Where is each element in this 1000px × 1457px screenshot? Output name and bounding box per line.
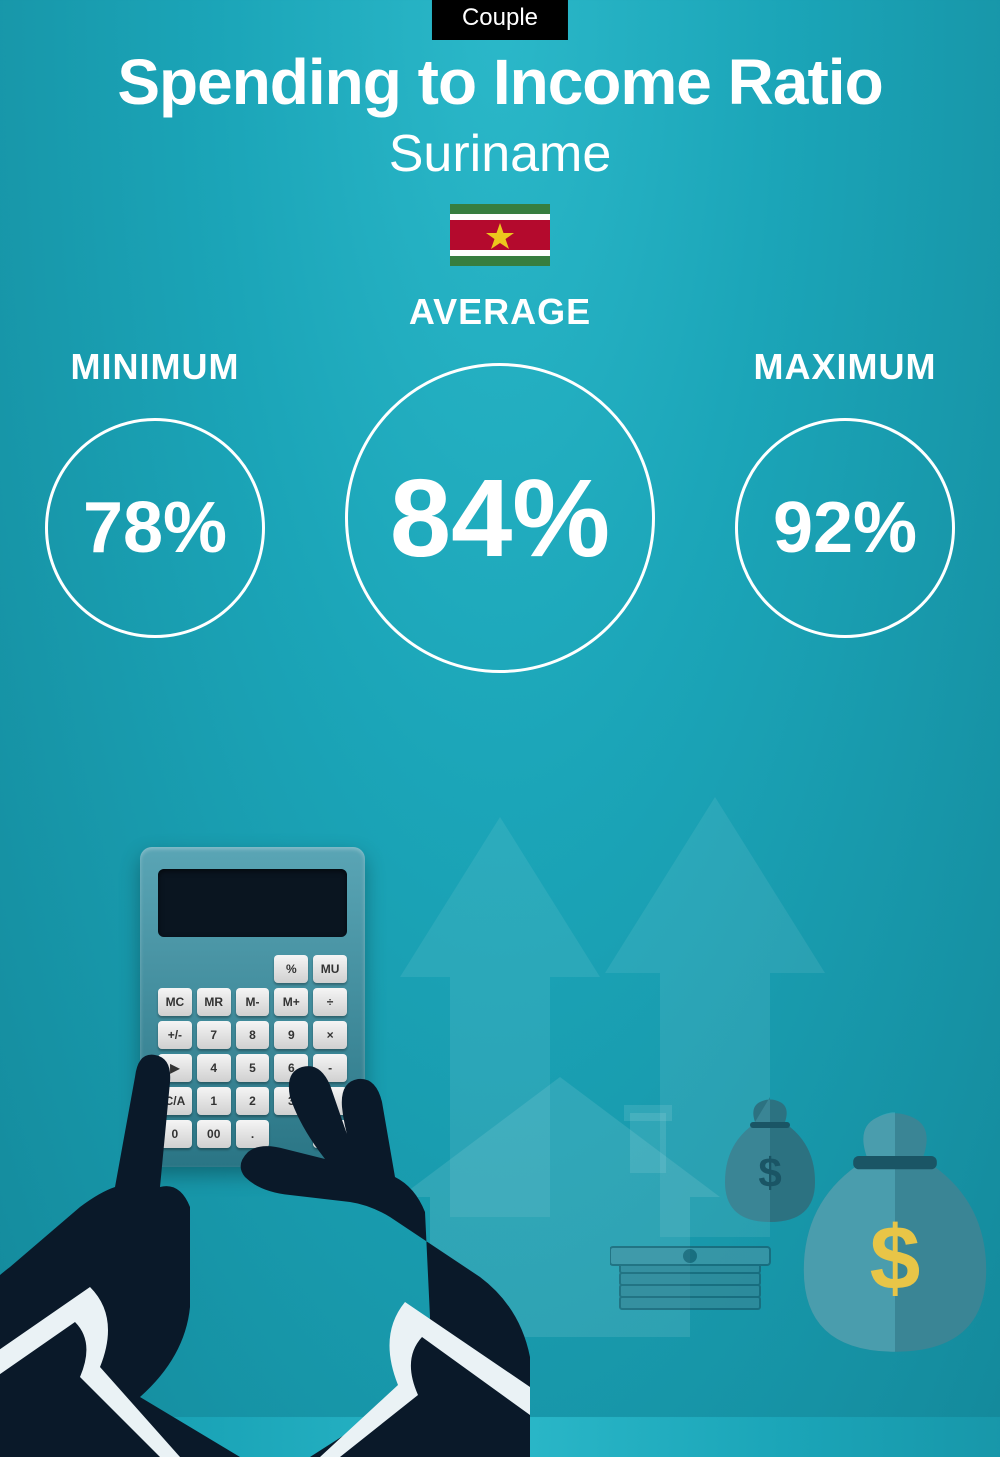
stat-maximum: MAXIMUM 92% (735, 346, 955, 638)
calculator-screen (158, 869, 347, 937)
svg-text:$: $ (870, 1207, 921, 1309)
stat-average: AVERAGE 84% (345, 291, 655, 673)
cash-stack-icon (610, 1227, 780, 1347)
stat-minimum-value: 78% (83, 487, 227, 569)
stat-maximum-circle: 92% (735, 418, 955, 638)
illustration-block: $ $ %MUMCMRM-M+÷+/-789×▶456-C/A123+000.= (0, 797, 1000, 1417)
stat-minimum: MINIMUM 78% (45, 346, 265, 638)
svg-text:$: $ (758, 1149, 781, 1196)
stat-average-value: 84% (390, 455, 610, 582)
country-name: Suriname (0, 124, 1000, 184)
stat-average-label: AVERAGE (409, 291, 591, 333)
stat-minimum-label: MINIMUM (71, 346, 240, 388)
country-flag-icon (450, 204, 550, 266)
stat-maximum-value: 92% (773, 487, 917, 569)
stat-maximum-label: MAXIMUM (754, 346, 937, 388)
stat-minimum-circle: 78% (45, 418, 265, 638)
category-tag: Couple (432, 0, 568, 40)
hand-right-icon (230, 977, 530, 1457)
stat-average-circle: 84% (345, 363, 655, 673)
money-bag-icon: $ (800, 1107, 990, 1357)
hand-left-icon (0, 957, 240, 1457)
stats-row: MINIMUM 78% AVERAGE 84% MAXIMUM 92% (0, 346, 1000, 673)
page-title: Spending to Income Ratio (0, 45, 1000, 119)
